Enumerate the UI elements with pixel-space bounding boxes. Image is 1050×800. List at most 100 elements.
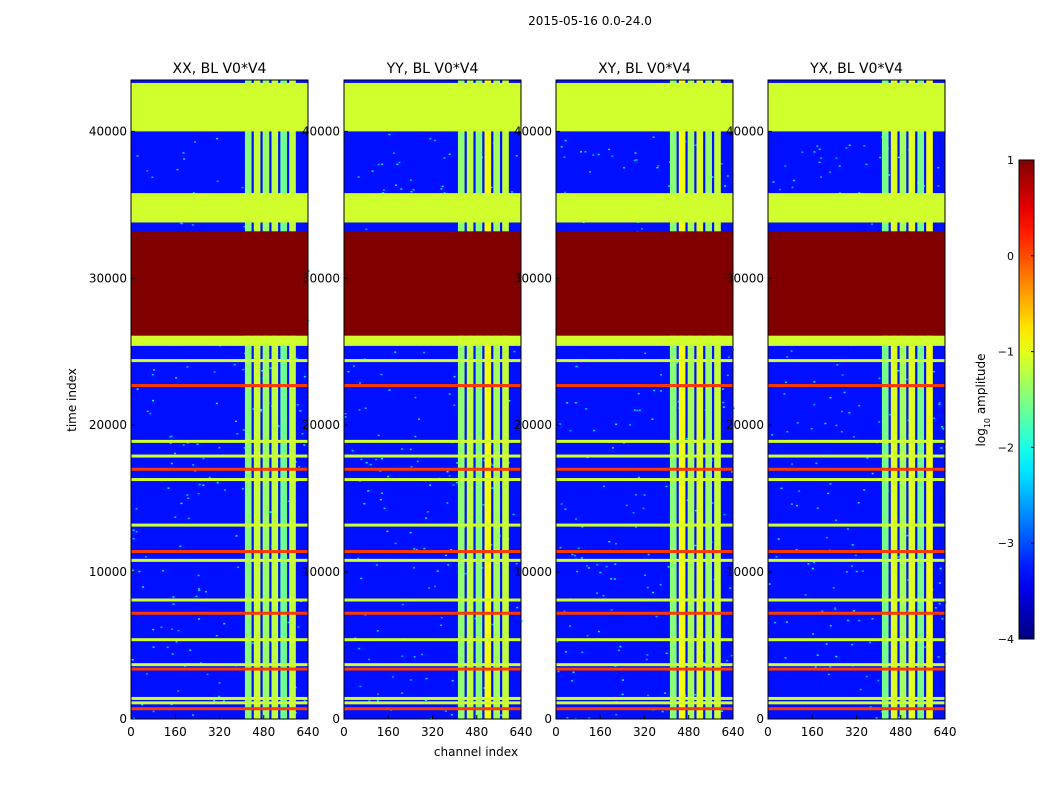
noise-speck	[177, 690, 180, 692]
noise-speck	[450, 713, 453, 716]
colorbar-tick-label: −1	[998, 346, 1014, 359]
noise-speck	[132, 569, 135, 572]
noise-speck	[865, 675, 868, 678]
noise-speck	[491, 487, 494, 489]
noise-speck	[351, 449, 354, 452]
noise-speck	[412, 567, 415, 569]
noise-speck	[152, 710, 155, 713]
noise-speck	[937, 166, 940, 169]
noise-speck	[829, 483, 832, 485]
noise-speck	[638, 409, 641, 412]
noise-speck	[358, 382, 361, 384]
noise-speck	[614, 563, 617, 565]
noise-speck	[587, 567, 590, 569]
y-tick-label: 0	[544, 712, 552, 726]
signal-column	[917, 80, 924, 719]
flagged-time-row	[344, 707, 521, 711]
noise-speck	[897, 369, 900, 372]
flagged-time-row	[131, 439, 308, 443]
noise-speck	[216, 137, 219, 140]
noise-speck	[871, 223, 874, 225]
noise-speck	[386, 530, 389, 533]
y-tick-label: 30000	[89, 271, 127, 285]
noise-speck	[394, 184, 397, 186]
noise-speck	[576, 570, 579, 573]
noise-speck	[307, 270, 310, 272]
noise-speck	[368, 700, 371, 702]
noise-speck	[702, 662, 705, 664]
noise-speck	[588, 717, 591, 719]
noise-speck	[676, 362, 679, 364]
bright-time-block	[556, 335, 733, 346]
noise-speck	[394, 351, 397, 353]
noise-speck	[434, 139, 437, 142]
y-tick-label: 30000	[726, 271, 764, 285]
noise-speck	[858, 404, 861, 407]
noise-speck	[364, 407, 367, 409]
noise-speck	[303, 700, 306, 702]
noise-speck	[846, 619, 849, 622]
y-tick-label: 40000	[89, 124, 127, 138]
flagged-time-row	[556, 663, 733, 667]
saturated-time-block	[556, 231, 733, 336]
noise-speck	[416, 460, 419, 463]
flagged-time-row	[768, 467, 945, 471]
noise-speck	[816, 507, 819, 509]
noise-speck	[858, 619, 861, 622]
noise-speck	[412, 189, 415, 191]
noise-speck	[426, 511, 429, 513]
noise-speck	[169, 436, 172, 438]
noise-speck	[491, 464, 494, 467]
y-tick-label: 20000	[514, 418, 552, 432]
y-tick-label: 20000	[302, 418, 340, 432]
noise-speck	[646, 586, 649, 589]
noise-speck	[841, 374, 844, 376]
noise-speck	[869, 706, 872, 708]
noise-speck	[344, 412, 347, 415]
noise-speck	[634, 152, 637, 154]
noise-speck	[171, 653, 174, 655]
signal-column	[289, 80, 296, 719]
noise-speck	[172, 603, 175, 605]
noise-speck	[859, 688, 862, 691]
noise-speck	[838, 165, 841, 167]
noise-speck	[152, 646, 155, 648]
flagged-time-row	[131, 359, 308, 363]
flagged-time-row	[768, 454, 945, 458]
noise-speck	[428, 587, 431, 589]
noise-speck	[726, 659, 729, 662]
flagged-time-row	[556, 667, 733, 671]
noise-speck	[810, 427, 813, 430]
noise-speck	[644, 574, 647, 576]
noise-speck	[436, 570, 439, 572]
noise-speck	[379, 470, 382, 472]
flagged-time-row	[556, 467, 733, 471]
flagged-time-row	[344, 454, 521, 458]
noise-speck	[572, 671, 575, 673]
noise-speck	[940, 426, 943, 428]
noise-speck	[584, 151, 587, 153]
x-tick-label: 320	[208, 725, 231, 739]
colorbar-tick-label: −2	[998, 441, 1014, 454]
flagged-time-row	[131, 550, 308, 554]
noise-speck	[409, 531, 412, 534]
noise-speck	[897, 556, 900, 558]
noise-speck	[444, 554, 447, 557]
noise-speck	[848, 412, 851, 414]
flagged-time-row	[768, 707, 945, 711]
noise-speck	[512, 513, 515, 516]
noise-speck	[234, 420, 237, 423]
noise-speck	[418, 418, 421, 420]
noise-speck	[303, 375, 306, 378]
noise-speck	[907, 419, 910, 422]
flagged-time-row	[344, 638, 521, 642]
noise-speck	[835, 655, 838, 658]
noise-speck	[619, 645, 622, 648]
noise-speck	[722, 401, 725, 404]
noise-speck	[843, 391, 846, 394]
noise-speck	[375, 564, 378, 566]
noise-speck	[857, 502, 860, 504]
flagged-time-row	[344, 701, 521, 705]
x-axis-label: channel index	[434, 745, 518, 759]
noise-speck	[829, 625, 832, 627]
